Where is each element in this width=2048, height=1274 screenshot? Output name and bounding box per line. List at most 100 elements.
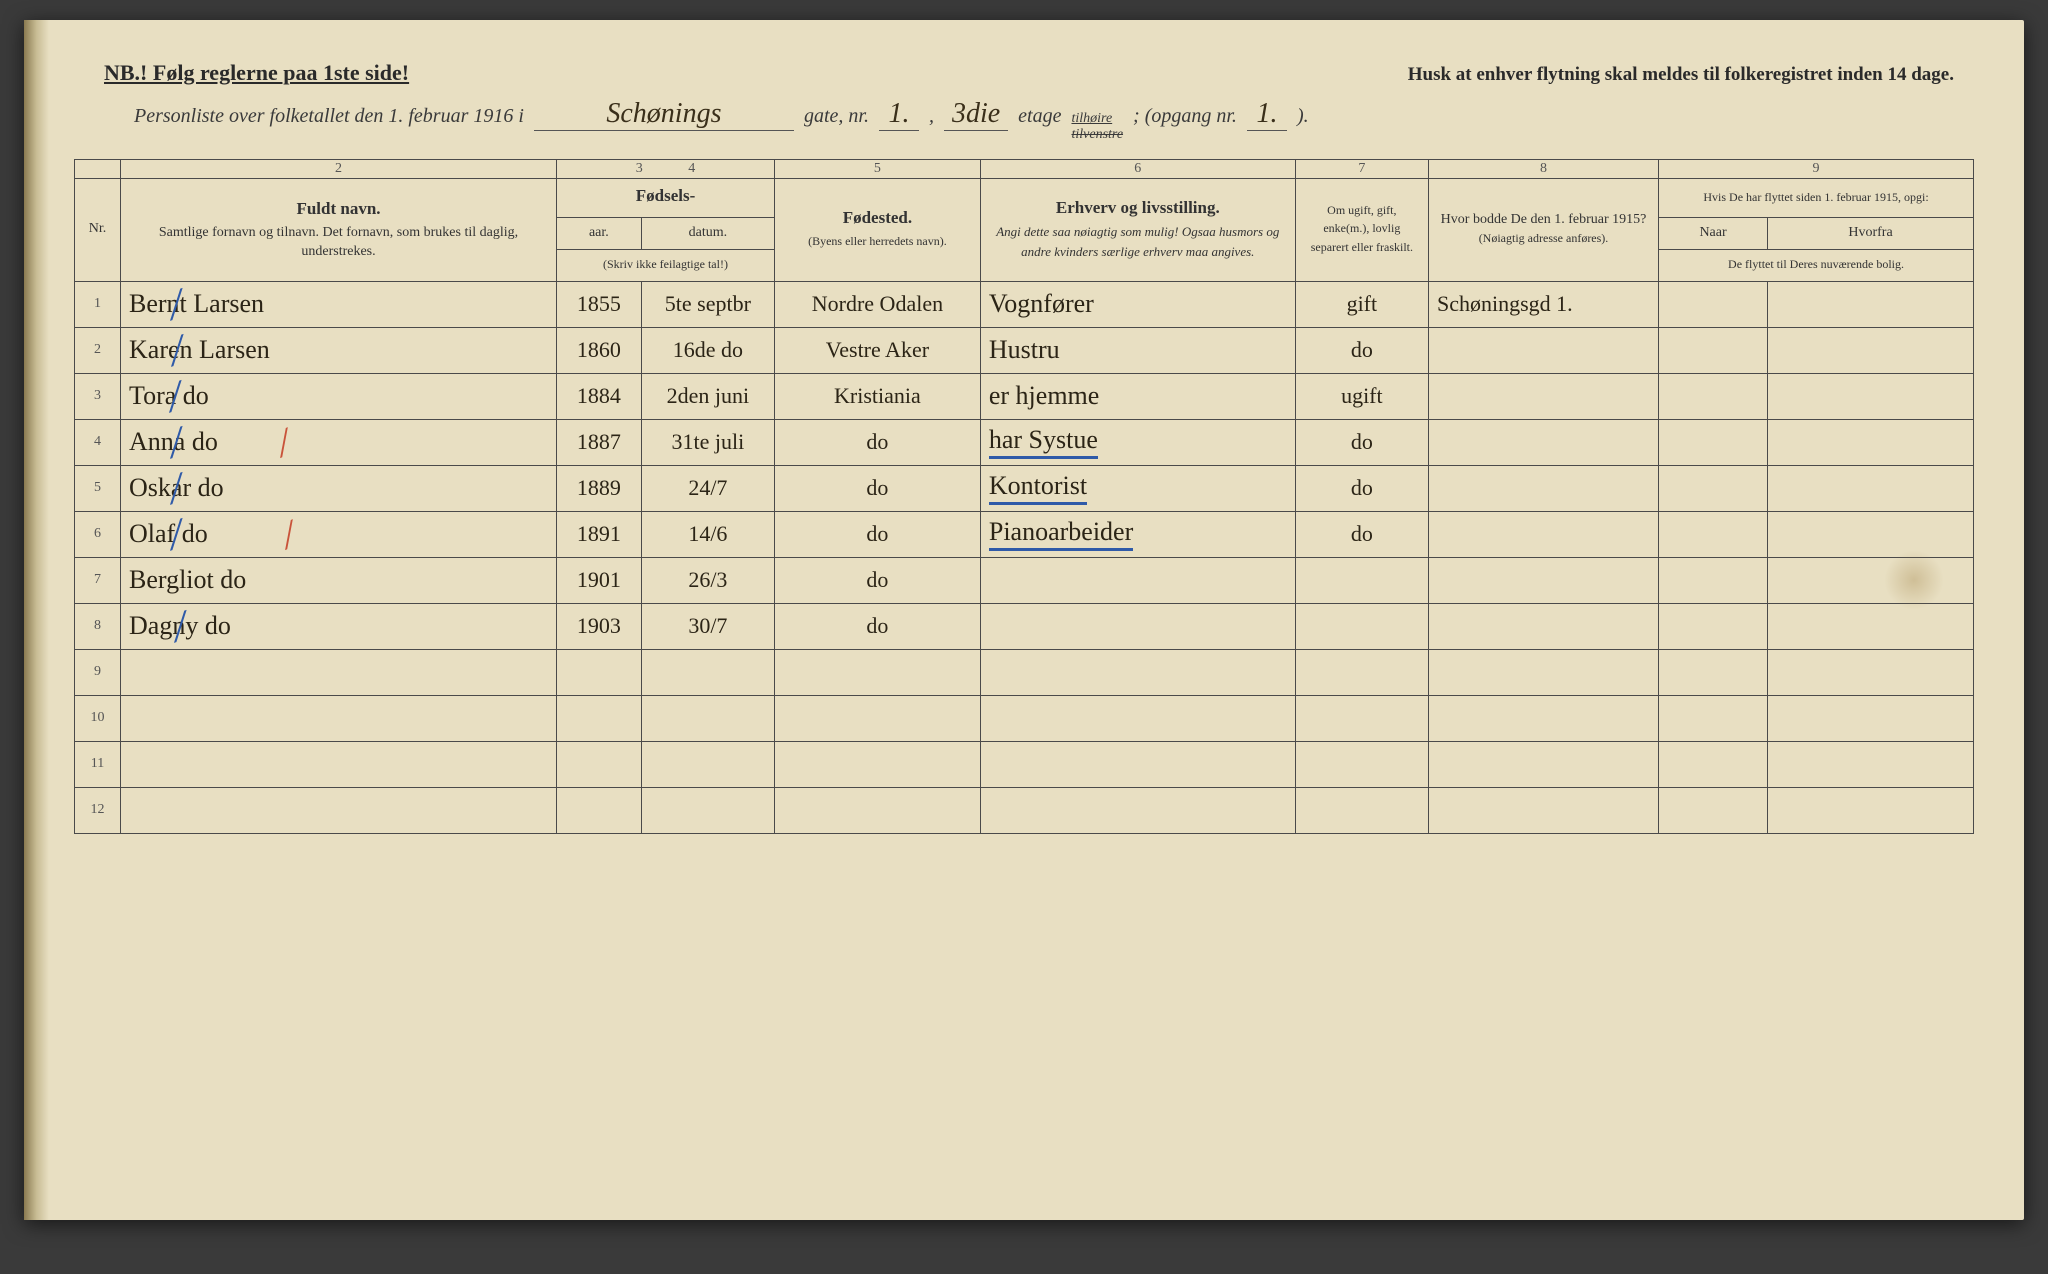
cell-hvorfra — [1768, 603, 1974, 649]
row-number: 7 — [75, 557, 121, 603]
cell-ugift: do — [1295, 419, 1428, 465]
row-number: 6 — [75, 511, 121, 557]
cell-datum: 14/6 — [641, 511, 774, 557]
cell-bodde: Schøningsgd 1. — [1428, 281, 1658, 327]
cell-naar — [1659, 603, 1768, 649]
cell-datum: 30/7 — [641, 603, 774, 649]
cell-name: Karen Larsen⁄ — [121, 327, 557, 373]
col-ugift: Om ugift, gift, enke(m.), lovlig separer… — [1295, 179, 1428, 282]
row-number: 9 — [75, 649, 121, 695]
subtitle-prefix: Personliste over folketallet den 1. febr… — [134, 105, 524, 128]
col-erhverv: Erhverv og livsstilling. Angi dette saa … — [980, 179, 1295, 282]
cell-aar: 1889 — [557, 465, 642, 511]
move-reminder: Husk at enhver flytning skal meldes til … — [1408, 64, 1954, 86]
cell-ugift — [1295, 787, 1428, 833]
top-header-line: NB.! Følg reglerne paa 1ste side! Husk a… — [74, 60, 1974, 94]
cell-hvorfra — [1768, 511, 1974, 557]
table-row: 4 Anna do⁄⁄ 1887 31te juli do har Systue… — [75, 419, 1974, 465]
cell-naar — [1659, 787, 1768, 833]
cell-aar: 1855 — [557, 281, 642, 327]
col-fodested: Fødested. (Byens eller herredets navn). — [774, 179, 980, 282]
col-aar: aar. — [557, 217, 642, 249]
cell-name — [121, 695, 557, 741]
cell-datum: 16de do — [641, 327, 774, 373]
cell-erhverv — [980, 741, 1295, 787]
cell-hvorfra — [1768, 787, 1974, 833]
cell-aar: 1887 — [557, 419, 642, 465]
cell-bodde — [1428, 649, 1658, 695]
nb-warning: NB.! Følg reglerne paa 1ste side! — [104, 60, 409, 86]
cell-name — [121, 741, 557, 787]
cell-aar: 1884 — [557, 373, 642, 419]
cell-erhverv — [980, 603, 1295, 649]
cell-naar — [1659, 465, 1768, 511]
col-flyttet: Hvis De har flyttet siden 1. februar 191… — [1659, 179, 1974, 218]
col-flyttet-sub: De flyttet til Deres nuværende bolig. — [1659, 249, 1974, 281]
cell-erhverv — [980, 557, 1295, 603]
cell-aar — [557, 741, 642, 787]
cell-aar: 1891 — [557, 511, 642, 557]
col-fodsels: Fødsels- — [557, 179, 775, 218]
table-row: 6 Olaf do⁄⁄ 1891 14/6 do Pianoarbeider d… — [75, 511, 1974, 557]
table-head: 2 3 4 5 6 7 8 9 Nr. Fuldt navn. Samtlige… — [75, 160, 1974, 282]
cell-erhverv — [980, 649, 1295, 695]
cell-datum — [641, 649, 774, 695]
cell-naar — [1659, 281, 1768, 327]
table-row: 9 — [75, 649, 1974, 695]
colnum: 9 — [1659, 160, 1974, 179]
table-row: 2 Karen Larsen⁄ 1860 16de do Vestre Aker… — [75, 327, 1974, 373]
cell-bodde — [1428, 603, 1658, 649]
col-datum: datum. — [641, 217, 774, 249]
cell-bodde — [1428, 741, 1658, 787]
cell-erhverv: er hjemme — [980, 373, 1295, 419]
gate-number: 1. — [879, 98, 919, 131]
cell-bodde — [1428, 511, 1658, 557]
cell-name: Tora do⁄ — [121, 373, 557, 419]
tilhoire: tilhøire — [1071, 111, 1112, 126]
row-number: 5 — [75, 465, 121, 511]
column-number-row: 2 3 4 5 6 7 8 9 — [75, 160, 1974, 179]
table-row: 7 Bergliot do 1901 26/3 do — [75, 557, 1974, 603]
cell-aar — [557, 787, 642, 833]
col-naar: Naar — [1659, 217, 1768, 249]
cell-datum: 26/3 — [641, 557, 774, 603]
opgang-number: 1. — [1247, 98, 1287, 131]
cell-naar — [1659, 327, 1768, 373]
cell-ugift: gift — [1295, 281, 1428, 327]
cell-aar: 1901 — [557, 557, 642, 603]
etage-label: etage — [1018, 105, 1061, 128]
cell-datum — [641, 787, 774, 833]
cell-datum: 31te juli — [641, 419, 774, 465]
cell-fodested: Kristiania — [774, 373, 980, 419]
cell-ugift — [1295, 649, 1428, 695]
cell-ugift: do — [1295, 465, 1428, 511]
table-row: 11 — [75, 741, 1974, 787]
cell-ugift — [1295, 695, 1428, 741]
cell-fodested: do — [774, 603, 980, 649]
cell-hvorfra — [1768, 373, 1974, 419]
cell-naar — [1659, 373, 1768, 419]
cell-naar — [1659, 557, 1768, 603]
cell-fodested — [774, 787, 980, 833]
cell-hvorfra — [1768, 649, 1974, 695]
cell-ugift — [1295, 741, 1428, 787]
cell-name: Dagny do⁄ — [121, 603, 557, 649]
cell-erhverv: Hustru — [980, 327, 1295, 373]
cell-name: Bernt Larsen⁄ — [121, 281, 557, 327]
table-row: 1 Bernt Larsen⁄ 1855 5te septbr Nordre O… — [75, 281, 1974, 327]
cell-erhverv — [980, 787, 1295, 833]
cell-name — [121, 649, 557, 695]
cell-ugift — [1295, 557, 1428, 603]
col-name: Fuldt navn. Samtlige fornavn og tilnavn.… — [121, 179, 557, 282]
table-row: 12 — [75, 787, 1974, 833]
row-number: 12 — [75, 787, 121, 833]
cell-erhverv — [980, 695, 1295, 741]
cell-datum: 5te septbr — [641, 281, 774, 327]
cell-naar — [1659, 695, 1768, 741]
cell-erhverv: Kontorist — [980, 465, 1295, 511]
colnum: 7 — [1295, 160, 1428, 179]
cell-ugift — [1295, 603, 1428, 649]
colnum: 2 — [121, 160, 557, 179]
cell-fodested: Vestre Aker — [774, 327, 980, 373]
cell-aar — [557, 695, 642, 741]
